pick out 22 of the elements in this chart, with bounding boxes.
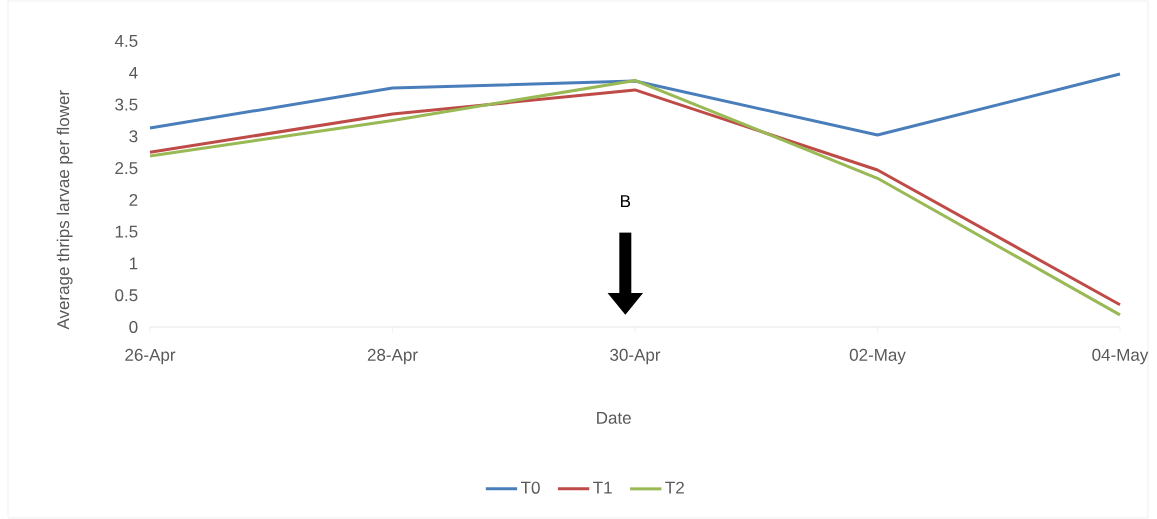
y-tick-label: 3.5: [115, 98, 138, 111]
legend-label: T2: [665, 481, 684, 494]
y-axis-title: Average thrips larvae per flower: [56, 90, 73, 330]
annotation: B: [621, 195, 631, 207]
line-series: [148, 72, 1122, 137]
y-tick-label: 0: [129, 320, 138, 334]
x-tick-label: 26-Apr: [125, 348, 176, 365]
legend-label: T1: [593, 481, 612, 494]
legend-label: T0: [521, 481, 540, 494]
y-tick-label: 2.5: [115, 162, 138, 175]
y-tick-label: 2: [129, 193, 138, 206]
y-tick-label: 1: [129, 257, 138, 270]
y-tick-label: 4: [129, 66, 138, 79]
x-tick-label: 28-Apr: [367, 348, 418, 365]
y-tick-label: 3: [129, 130, 138, 143]
x-tick-label: 04-May: [1092, 348, 1149, 365]
x-axis-title: Date: [597, 412, 631, 424]
y-tick-label: 0.5: [115, 289, 138, 302]
y-tick-label: 1.5: [115, 225, 138, 238]
x-tick-label: 02-May: [849, 348, 906, 365]
x-tick-label: 30-Apr: [610, 348, 661, 365]
y-tick-label: 4.5: [114, 35, 138, 47]
